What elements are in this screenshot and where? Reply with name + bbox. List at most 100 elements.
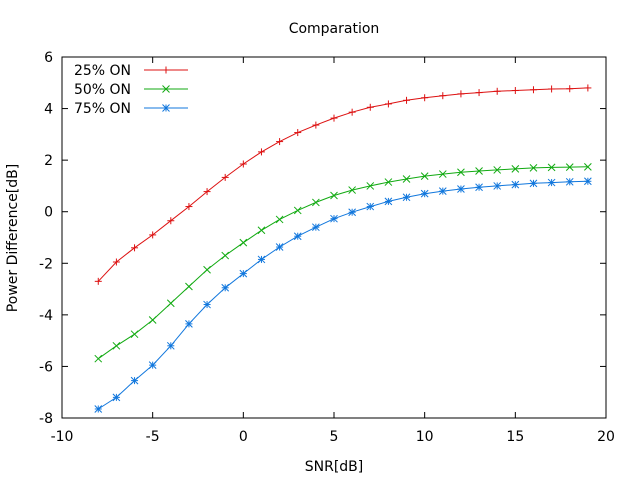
data-point	[366, 103, 374, 111]
data-point	[94, 354, 103, 363]
y-tick-label: -4	[39, 308, 53, 324]
x-tick-label: 15	[506, 429, 524, 445]
data-point	[403, 96, 411, 104]
series-1	[94, 84, 592, 285]
data-point	[112, 341, 121, 350]
data-point	[148, 316, 157, 324]
data-point	[112, 258, 120, 266]
x-axis-label: SNR[dB]	[305, 459, 364, 475]
data-point	[366, 182, 375, 190]
data-point	[330, 214, 338, 223]
data-point	[275, 215, 284, 224]
data-point	[565, 177, 574, 186]
data-point	[167, 217, 175, 225]
series-line	[98, 180, 588, 410]
legend-item: 75% ON	[74, 101, 188, 117]
data-point	[166, 341, 175, 350]
data-point	[293, 232, 302, 241]
data-point	[439, 92, 447, 100]
data-point	[293, 206, 302, 215]
data-point	[312, 121, 320, 129]
data-point	[312, 223, 320, 232]
data-point	[185, 203, 193, 211]
data-point	[330, 191, 338, 200]
data-point	[511, 165, 520, 173]
data-point	[239, 269, 248, 278]
data-point	[131, 244, 139, 252]
data-point	[584, 162, 592, 171]
data-point	[149, 231, 157, 239]
data-point	[112, 393, 121, 402]
data-point	[130, 330, 139, 339]
data-point	[366, 202, 375, 211]
x-tick-label: -10	[51, 429, 74, 445]
data-point	[529, 179, 538, 188]
data-point	[94, 277, 102, 285]
data-point	[94, 405, 103, 413]
x-axis: -10 -5 0 5 10 15 20	[51, 57, 615, 445]
x-tick-label: 10	[416, 429, 434, 445]
data-point	[529, 164, 538, 172]
data-point	[148, 361, 157, 369]
x-tick-label: 0	[239, 429, 248, 445]
data-point	[257, 226, 266, 235]
data-point	[257, 148, 265, 156]
data-point	[294, 129, 302, 137]
data-point	[348, 108, 356, 116]
data-point	[348, 208, 356, 217]
legend-item: 50% ON	[74, 82, 188, 98]
data-point	[457, 185, 465, 193]
y-tick-label: -6	[39, 359, 53, 375]
data-point	[547, 163, 556, 172]
series-line	[98, 166, 588, 360]
data-point	[511, 87, 519, 95]
data-point	[475, 183, 483, 192]
data-point	[420, 172, 429, 180]
series-2	[94, 162, 592, 363]
y-tick-label: -2	[39, 256, 53, 272]
data-point	[239, 160, 247, 168]
plot-border	[61, 56, 607, 419]
data-point	[529, 86, 537, 94]
legend: 25% ON 50% ON 75% ON	[74, 63, 188, 117]
y-axis: -8 -6 -4 -2 0 2 4 6	[39, 50, 606, 427]
data-point	[203, 188, 211, 196]
series-3	[94, 177, 592, 413]
data-point	[384, 100, 392, 108]
chart-title: Comparation	[289, 21, 380, 37]
data-point	[384, 178, 393, 186]
data-point	[185, 320, 193, 328]
x-tick-label: 5	[330, 429, 339, 445]
data-point	[584, 177, 592, 186]
data-point	[493, 87, 501, 95]
data-point	[384, 197, 393, 206]
data-point	[565, 163, 574, 171]
data-point	[312, 198, 320, 207]
legend-marker	[162, 85, 170, 93]
data-point	[457, 90, 465, 98]
x-tick-label: 20	[597, 429, 615, 445]
y-tick-label: 2	[44, 153, 53, 169]
data-point	[203, 300, 211, 309]
data-point	[547, 178, 556, 187]
y-axis-label: Power Difference[dB]	[5, 164, 21, 312]
data-point	[166, 299, 175, 308]
data-point	[239, 238, 248, 247]
legend-marker	[162, 66, 170, 74]
data-point	[457, 168, 465, 177]
data-point	[402, 175, 411, 183]
data-point	[221, 251, 230, 260]
legend-label: 50% ON	[74, 82, 131, 98]
data-point	[475, 89, 483, 97]
data-point	[584, 84, 592, 92]
plot-frame	[61, 56, 607, 419]
data-point	[221, 173, 229, 181]
data-point	[493, 182, 502, 190]
legend-label: 25% ON	[74, 63, 131, 79]
legend-label: 75% ON	[74, 101, 131, 117]
data-point	[276, 138, 284, 146]
data-point	[130, 376, 139, 385]
data-point	[185, 282, 193, 291]
series-line	[97, 87, 588, 282]
